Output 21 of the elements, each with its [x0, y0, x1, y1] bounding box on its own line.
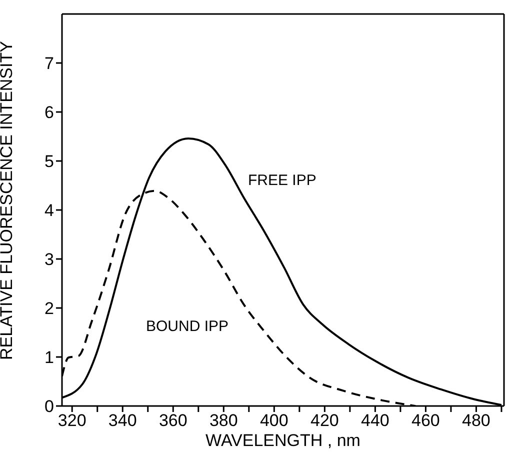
x-tick-label: 360	[158, 411, 188, 430]
y-tick-label: 1	[44, 348, 54, 368]
x-tick-label: 420	[310, 411, 339, 430]
y-tick-label: 6	[44, 103, 54, 122]
x-tick-label: 320	[58, 411, 86, 430]
x-tick-label: 340	[108, 411, 137, 430]
annotation: BOUND IPP	[146, 318, 229, 335]
y-axis-title: RELATIVE FLUORESCENCE INTENSITY	[0, 41, 16, 360]
y-tick-label: 2	[44, 299, 54, 318]
y-tick-label: 4	[44, 201, 54, 220]
y-tick-label: 3	[44, 250, 54, 270]
annotation: FREE IPP	[248, 172, 316, 189]
x-tick-label: 480	[462, 411, 490, 430]
x-axis-title: WAVELENGTH , nm	[206, 431, 360, 450]
y-tick-label: 5	[44, 152, 54, 172]
x-tick-label: 380	[209, 411, 238, 430]
x-tick-label: 460	[412, 411, 440, 430]
x-tick-label: 400	[260, 411, 288, 430]
y-tick-label: 0	[44, 397, 54, 416]
y-tick-label: 7	[44, 54, 54, 74]
x-tick-label: 440	[361, 411, 390, 430]
